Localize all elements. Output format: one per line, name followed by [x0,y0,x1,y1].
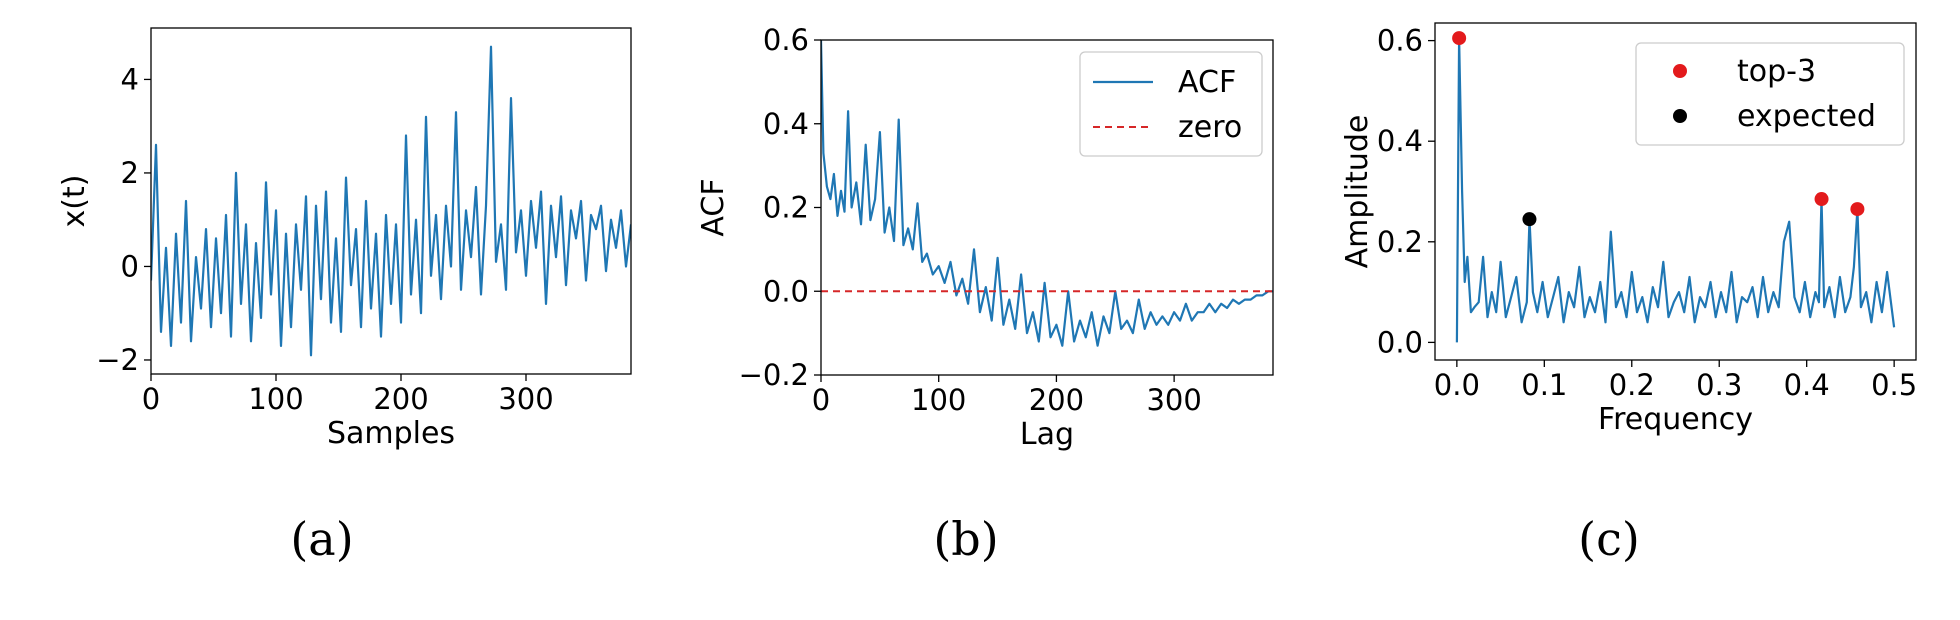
legend-box [1635,42,1905,146]
y-tick-label: 0.6 [1377,24,1423,58]
x-tick-label: 100 [911,383,966,417]
panel-c: 0.0 0.1 0.2 0.3 0.4 0.5 0.0 0.2 0.4 0.6 Frequency A… [1340,22,1917,566]
marker-expected-0 [1522,212,1537,227]
x-tick-label: 0.3 [1696,368,1742,402]
x-tick-label: 0.5 [1871,368,1917,402]
legend-swatch-expected [1673,109,1687,123]
y-tick-label: 4 [121,62,139,96]
y-tick-label: −2 [96,343,139,377]
marker-top-3-0 [1452,31,1467,46]
panel-caption: (a) [290,512,353,566]
x-axis-label: Samples [327,416,455,451]
marker-top-3-2 [1850,202,1865,217]
x-tick-label: 300 [498,382,553,416]
legend-label-acf: ACF [1178,65,1236,100]
legend-label-expected: expected [1737,99,1876,134]
y-axis-label: ACF [696,178,731,236]
marker-top-3-1 [1814,192,1829,207]
y-tick-label: 0.2 [763,191,809,225]
y-axis-label: Amplitude [1340,115,1375,269]
x-tick-label: 0.2 [1609,368,1655,402]
series-line-acf [821,40,1273,347]
x-tick-label: 0 [812,383,830,417]
legend-box [1079,51,1263,157]
y-tick-label: 0.4 [1377,124,1423,158]
x-tick-label: 0.4 [1784,368,1830,402]
panel-b: 0 100 200 300 −0.2 0.0 0.2 0.4 0.6 Lag ACF ACF zero (… [696,23,1274,566]
y-tick-label: −0.2 [739,358,809,392]
x-tick-label: 0.0 [1434,368,1480,402]
legend-label-top-3: top-3 [1737,54,1816,89]
axes-frame [150,27,632,375]
x-tick-label: 0.1 [1521,368,1567,402]
legend-label-zero: zero [1178,110,1242,145]
legend: ACF zero [1079,51,1263,157]
y-tick-label: 0.2 [1377,225,1423,259]
x-tick-label: 200 [373,382,428,416]
y-axis-label: x(t) [57,175,92,228]
y-tick-label: 0.0 [763,274,809,308]
y-tick-label: 0.0 [1377,325,1423,359]
legend-swatch-top-3 [1673,64,1687,78]
legend: top-3 expected [1635,42,1905,146]
x-tick-label: 200 [1029,383,1084,417]
x-tick-label: 0 [142,382,160,416]
y-tick-label: 0.4 [763,107,809,141]
y-tick-label: 2 [121,156,139,190]
y-tick-label: 0.6 [763,23,809,57]
y-tick-label: 0 [121,249,139,283]
series-line-x-t- [151,45,631,357]
x-tick-label: 100 [248,382,303,416]
x-axis-label: Lag [1020,417,1074,452]
x-axis-label: Frequency [1598,402,1753,437]
panel-caption: (b) [933,512,998,566]
axes-frame [1434,22,1917,361]
x-tick-label: 300 [1146,383,1201,417]
panel-caption: (c) [1578,512,1640,566]
